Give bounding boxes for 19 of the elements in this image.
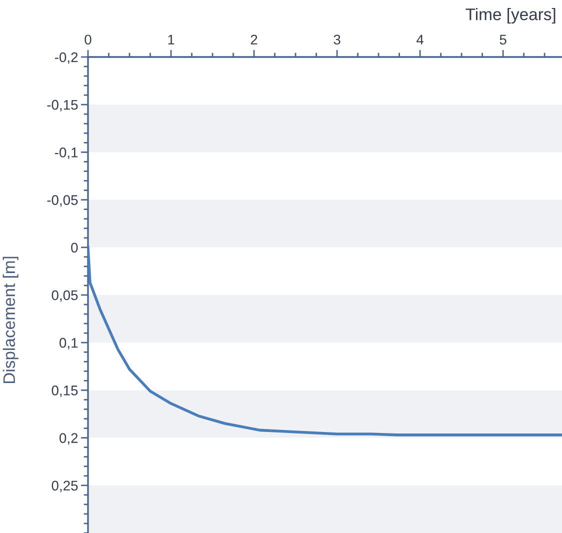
x-tick-label: 4 — [416, 34, 424, 44]
y-tick-label: 0,05 — [52, 290, 78, 302]
x-tick-label: 1 — [168, 34, 174, 44]
x-axis-title: Time [years] — [466, 8, 556, 24]
y-tick-label: 0,25 — [52, 480, 78, 492]
x-tick-label: 5 — [500, 34, 506, 45]
y-tick-label: -0,2 — [54, 52, 78, 64]
y-tick-label: 0,2 — [60, 433, 78, 445]
x-tick-label: 2 — [250, 34, 258, 44]
y-tick-label: 0,1 — [60, 338, 78, 350]
y-tick-label: -0,15 — [47, 100, 78, 112]
x-tick-label: 0 — [84, 34, 92, 45]
y-axis-title: Displacement [m] — [2, 256, 18, 383]
x-tick-label: 3 — [334, 34, 340, 45]
y-tick-label: -0,1 — [54, 148, 78, 160]
y-tick-label: 0 — [71, 242, 78, 253]
y-tick-label: 0,15 — [52, 386, 78, 398]
y-tick-label: -0,05 — [47, 195, 78, 207]
line-series — [88, 246, 562, 436]
